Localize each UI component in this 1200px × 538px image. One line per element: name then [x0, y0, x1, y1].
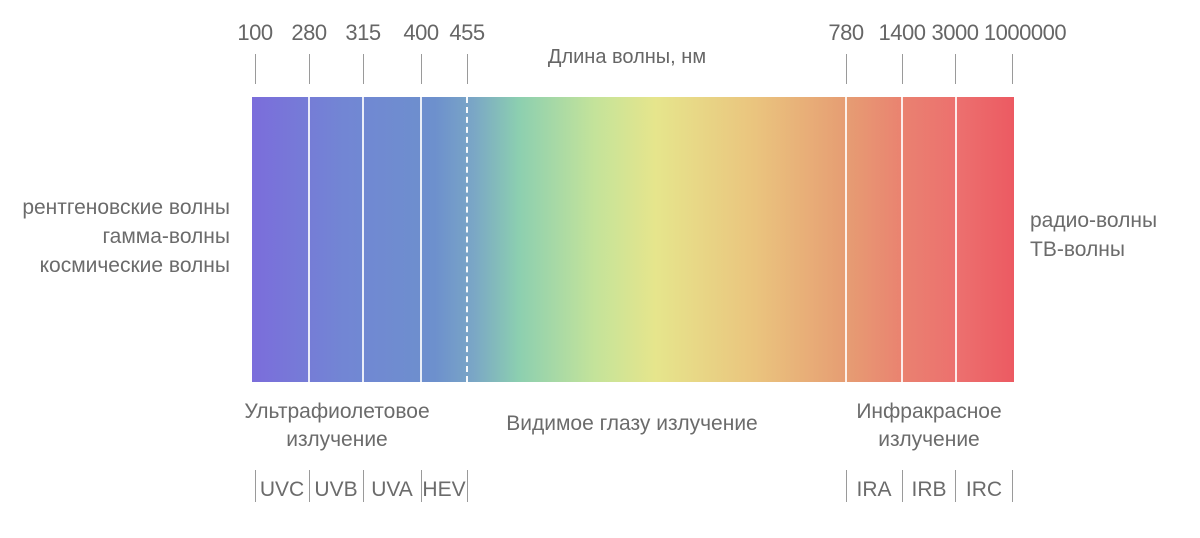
tick-line	[255, 54, 256, 84]
tick-label: 1000000	[983, 20, 1067, 45]
tick-label: 400	[403, 20, 439, 45]
tick-line	[363, 54, 364, 84]
sub-band-line	[255, 470, 256, 502]
sub-band-uva: UVA	[371, 478, 413, 501]
tick-label: 3000	[931, 20, 979, 45]
band-divider	[901, 97, 903, 382]
sub-band-uvb: UVB	[314, 478, 358, 501]
band-divider	[845, 97, 847, 382]
sub-band-line	[363, 470, 364, 502]
band-divider	[362, 97, 364, 382]
tick-label: 315	[345, 20, 381, 45]
sub-band-line	[846, 470, 847, 502]
tick-line	[902, 54, 903, 84]
sub-band-line	[309, 470, 310, 502]
xray-label: рентгеновские волны	[22, 196, 230, 219]
band-divider	[308, 97, 310, 382]
sub-band-irc: IRC	[965, 478, 1003, 501]
tick-label: 100	[237, 20, 273, 45]
tick-label: 280	[291, 20, 327, 45]
tick-label: 455	[449, 20, 485, 45]
sub-band-hev: HEV	[422, 478, 466, 501]
cosmic-label: космические волны	[39, 254, 230, 277]
sub-band-ira: IRA	[856, 478, 892, 501]
gamma-label: гамма-волны	[102, 225, 230, 248]
tv-label: ТВ-волны	[1030, 238, 1125, 261]
short-wave-labels: рентгеновские волны гамма-волны космичес…	[22, 193, 230, 280]
sub-band-line	[467, 470, 468, 502]
sub-band-irb: IRB	[911, 478, 947, 501]
uv-region-label: Ультрафиолетовое излучение	[244, 400, 430, 451]
tick-line	[955, 54, 956, 84]
tick-line	[1012, 54, 1013, 84]
tick-line	[309, 54, 310, 84]
sub-band-line	[1012, 470, 1013, 502]
sub-band-line	[421, 470, 422, 502]
ir-region-label: Инфракрасное излучение	[856, 400, 1002, 451]
sub-band-line	[902, 470, 903, 502]
sub-band-line	[955, 470, 956, 502]
spectrum-bar	[252, 97, 1014, 382]
long-wave-labels: радио-волны ТВ-волны	[1030, 206, 1157, 264]
sub-band-uvc: UVC	[259, 478, 305, 501]
tick-label: 780	[828, 20, 864, 45]
tick-label: 1400	[878, 20, 926, 45]
band-divider	[420, 97, 422, 382]
visible-boundary-dashed	[466, 97, 468, 382]
radio-label: радио-волны	[1030, 209, 1158, 232]
tick-line	[846, 54, 847, 84]
visible-region-label: Видимое глазу излучение	[506, 412, 758, 435]
band-divider	[955, 97, 957, 382]
tick-line	[467, 54, 468, 84]
tick-line	[421, 54, 422, 84]
axis-title: Длина волны, нм	[547, 46, 707, 68]
